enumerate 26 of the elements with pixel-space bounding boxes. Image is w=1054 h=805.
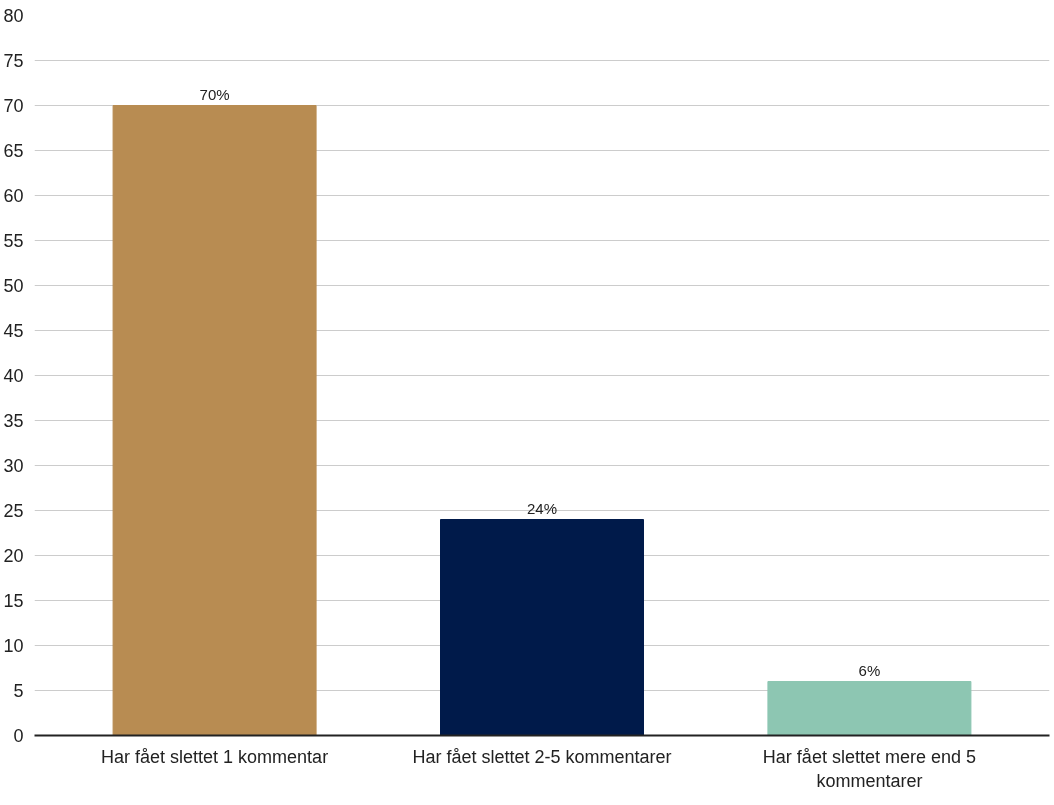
y-tick-label: 25 [3,501,24,521]
x-tick-label: Har fået slettet mere end 5 kommentarer [762,746,976,791]
y-tick-label: 5 [13,681,24,701]
y-tick-label: 35 [3,411,24,431]
y-tick-label: 55 [3,231,24,251]
bar [112,105,317,736]
y-tick-label: 30 [3,456,24,476]
y-tick-label: 15 [3,591,24,611]
y-tick-label: 40 [3,366,24,386]
data-label: 70% [199,85,230,103]
y-tick-label: 45 [3,321,24,341]
y-tick-label: 80 [3,6,24,26]
x-tick-label: Har fået slettet 1 kommentar [101,746,329,767]
y-tick-label: 50 [3,276,24,296]
y-tick-label: 70 [3,96,24,116]
x-tick-label: Har fået slettet 2-5 kommentarer [412,746,672,767]
y-tick-label: 75 [3,51,24,71]
bar [767,681,972,736]
data-label: 6% [858,661,881,679]
bar [440,519,644,736]
y-tick-label: 65 [3,141,24,161]
data-label: 24% [526,499,558,517]
y-tick-label: 10 [3,636,24,656]
y-tick-label: 0 [13,726,24,746]
y-tick-label: 20 [3,546,24,566]
y-tick-label: 60 [3,186,24,206]
